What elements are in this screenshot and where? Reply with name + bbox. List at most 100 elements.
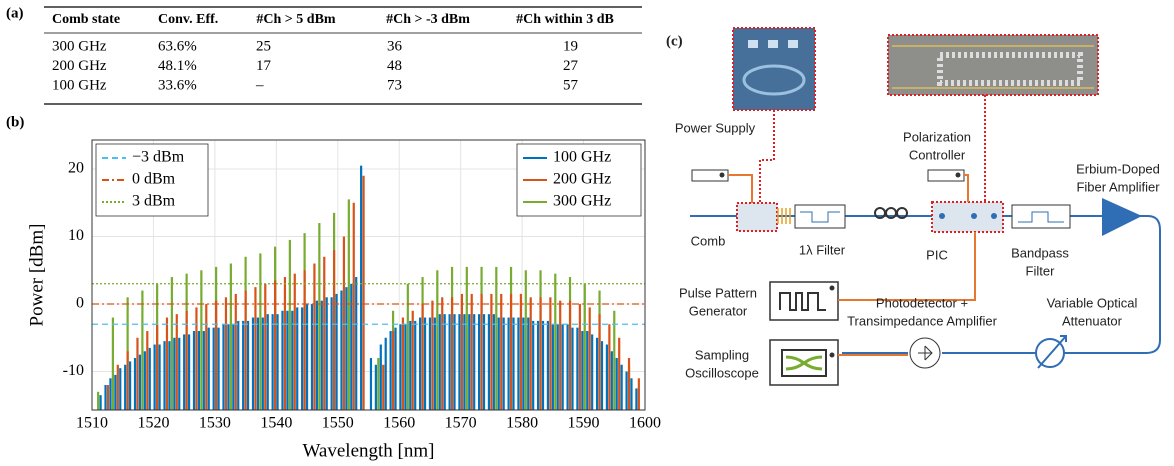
table-cell: 200 GHz	[52, 58, 107, 74]
bar	[527, 317, 530, 410]
bar	[202, 331, 205, 410]
bar	[401, 317, 405, 410]
pulse-shape	[779, 292, 826, 311]
bar	[293, 273, 296, 410]
bar	[175, 314, 178, 410]
port	[991, 213, 997, 219]
wire	[964, 174, 969, 202]
bar	[126, 351, 129, 410]
bar	[143, 351, 146, 410]
bar	[608, 324, 611, 410]
bar	[246, 320, 250, 410]
amplifier	[1102, 198, 1142, 236]
bar	[345, 287, 348, 410]
label: PIC	[926, 247, 948, 262]
bar	[286, 310, 289, 410]
bar	[460, 293, 463, 410]
bar	[146, 331, 149, 410]
bar	[97, 391, 100, 410]
filter-shape	[1018, 211, 1064, 223]
bar	[428, 317, 432, 410]
bar	[332, 250, 336, 410]
bar	[578, 304, 581, 410]
bar	[128, 361, 132, 410]
pulse-generator	[769, 281, 839, 321]
label: Attenuator	[1062, 313, 1123, 328]
bar	[153, 344, 156, 410]
bar	[576, 327, 579, 410]
comb-chip	[736, 202, 778, 232]
bar	[264, 283, 267, 410]
bar	[431, 300, 434, 410]
bar	[519, 293, 522, 410]
bar	[106, 385, 110, 410]
bar	[627, 358, 631, 410]
port	[971, 213, 977, 219]
bar	[556, 324, 559, 410]
bar	[610, 351, 613, 410]
bar	[156, 324, 159, 410]
label: Photodetector +	[876, 295, 968, 310]
bar	[379, 344, 382, 410]
bar	[342, 236, 346, 410]
bar	[111, 317, 114, 410]
bar	[288, 239, 291, 410]
bar	[310, 304, 314, 410]
bar	[524, 270, 527, 410]
table-header: Comb state	[52, 12, 120, 27]
eye	[785, 355, 823, 371]
bar	[178, 337, 181, 410]
x-tick-label: 1590	[568, 415, 600, 432]
bar	[394, 327, 397, 410]
legend-label: 0 dBm	[132, 171, 176, 188]
bar	[114, 374, 117, 410]
table-header: #Ch > -3 dBm	[386, 12, 470, 27]
bar	[259, 253, 262, 410]
bar	[561, 324, 564, 410]
label: Power Supply	[675, 120, 756, 135]
wire	[838, 232, 976, 301]
pic	[931, 201, 1004, 233]
bar	[551, 324, 554, 410]
bar	[254, 287, 257, 410]
bar	[165, 317, 169, 410]
chart: 1510 1520 1530 1540 1550 1560 1570 1580 1590 1600…	[26, 139, 661, 461]
terminal	[829, 352, 835, 358]
x-tick-label: 1550	[322, 415, 354, 432]
bar	[170, 277, 173, 410]
bar	[517, 317, 520, 410]
port	[939, 213, 945, 219]
bar	[509, 293, 513, 410]
bar	[613, 310, 616, 410]
legend-box	[95, 143, 209, 217]
bar	[163, 341, 166, 410]
bar	[360, 165, 363, 410]
bar	[389, 331, 392, 410]
bar	[492, 314, 495, 410]
legend-label: 200 GHz	[553, 171, 611, 188]
bar	[303, 270, 306, 410]
label: Polarization	[903, 129, 971, 144]
bar	[124, 364, 127, 410]
plot-frame	[91, 139, 646, 411]
bar	[232, 324, 235, 410]
pad	[788, 40, 798, 48]
bar	[421, 304, 424, 410]
x-axis-label: Wavelength [nm]	[303, 440, 435, 461]
bar	[473, 314, 476, 410]
bar	[605, 344, 609, 410]
table-cell: 33.6%	[158, 77, 197, 93]
bar	[109, 378, 112, 410]
table-cell: 19	[563, 38, 578, 54]
bar	[320, 300, 323, 410]
bar	[301, 307, 304, 410]
bar	[591, 334, 594, 410]
bar	[256, 317, 259, 410]
bar	[600, 341, 604, 410]
bar	[497, 317, 500, 410]
table-cell: 63.6%	[158, 38, 197, 54]
bar	[588, 307, 591, 410]
bar	[274, 280, 277, 410]
bar	[355, 277, 358, 410]
bar	[536, 320, 540, 410]
